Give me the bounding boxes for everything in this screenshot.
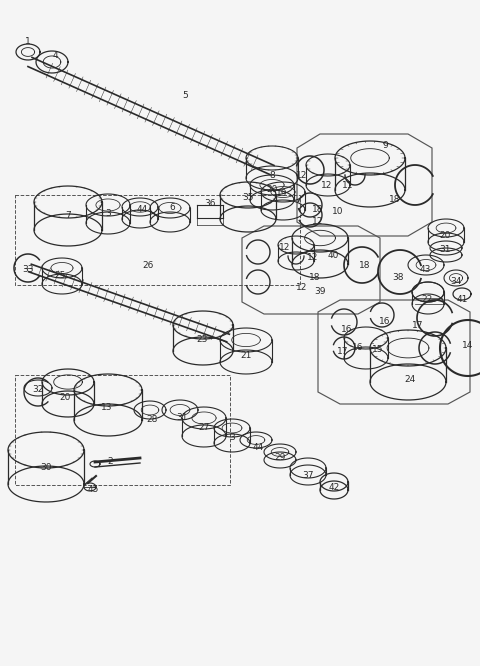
Text: 29: 29 xyxy=(274,454,286,462)
Text: 18: 18 xyxy=(359,260,371,270)
Text: 32: 32 xyxy=(32,386,44,394)
Text: 10: 10 xyxy=(332,208,344,216)
Text: 20: 20 xyxy=(439,230,451,240)
Text: 16: 16 xyxy=(379,318,391,326)
Text: 41: 41 xyxy=(456,296,468,304)
Text: 5: 5 xyxy=(182,91,188,99)
Text: 12: 12 xyxy=(321,180,333,190)
Text: 21: 21 xyxy=(240,350,252,360)
Text: 4: 4 xyxy=(52,51,58,59)
Text: 28: 28 xyxy=(146,416,158,424)
Text: 14: 14 xyxy=(462,340,474,350)
Text: 12: 12 xyxy=(296,284,308,292)
Text: 15: 15 xyxy=(372,346,384,354)
Text: 19: 19 xyxy=(276,188,288,198)
Text: 2: 2 xyxy=(107,458,113,466)
Text: 35: 35 xyxy=(242,194,254,202)
Text: 8: 8 xyxy=(269,170,275,180)
Text: 20: 20 xyxy=(60,394,71,402)
Text: 3: 3 xyxy=(229,434,235,442)
Text: 9: 9 xyxy=(382,141,388,149)
Text: 38: 38 xyxy=(392,274,404,282)
Text: 31: 31 xyxy=(439,246,451,254)
Text: 16: 16 xyxy=(341,326,353,334)
Text: 18: 18 xyxy=(309,274,321,282)
Text: 12: 12 xyxy=(279,244,291,252)
Text: 7: 7 xyxy=(65,210,71,220)
Text: 45: 45 xyxy=(87,486,99,494)
Text: 25: 25 xyxy=(54,270,66,280)
Text: 43: 43 xyxy=(420,266,431,274)
Text: 30: 30 xyxy=(40,464,52,472)
Text: 18: 18 xyxy=(389,196,401,204)
Text: 44: 44 xyxy=(252,444,264,452)
Text: 12: 12 xyxy=(307,254,319,262)
Text: 17: 17 xyxy=(412,320,424,330)
Text: 16: 16 xyxy=(352,344,364,352)
Text: 18: 18 xyxy=(312,206,324,214)
Text: 34: 34 xyxy=(450,278,462,286)
Text: 1: 1 xyxy=(25,37,31,47)
Text: 12: 12 xyxy=(312,218,324,226)
Text: 44: 44 xyxy=(136,206,148,214)
Text: 33: 33 xyxy=(22,266,34,274)
Text: 27: 27 xyxy=(198,424,210,432)
Text: 13: 13 xyxy=(101,404,113,412)
Text: 17: 17 xyxy=(337,348,349,356)
Text: 37: 37 xyxy=(302,470,314,480)
Text: 20: 20 xyxy=(266,186,278,194)
Text: 23: 23 xyxy=(196,336,208,344)
Text: 36: 36 xyxy=(204,198,216,208)
Text: 24: 24 xyxy=(404,376,416,384)
Text: 40: 40 xyxy=(327,252,339,260)
Text: 12: 12 xyxy=(296,170,308,180)
Text: 6: 6 xyxy=(169,204,175,212)
Text: 42: 42 xyxy=(328,484,340,492)
Text: 3: 3 xyxy=(105,208,111,218)
Bar xyxy=(15,195,300,285)
Text: 11: 11 xyxy=(342,180,354,190)
Text: 39: 39 xyxy=(314,288,326,296)
Text: 22: 22 xyxy=(421,296,432,304)
Text: 26: 26 xyxy=(142,260,154,270)
Text: 31: 31 xyxy=(176,414,188,422)
Bar xyxy=(15,375,230,485)
